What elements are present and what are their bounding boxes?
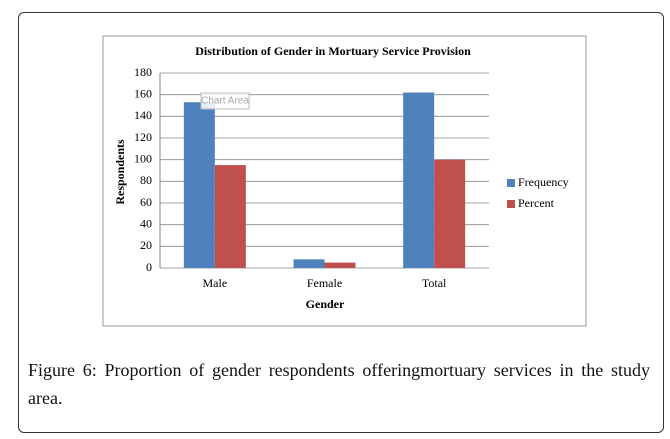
y-tick-label: 160	[134, 86, 152, 100]
x-axis-label: Gender	[306, 297, 345, 311]
y-tick-label: 40	[140, 216, 152, 230]
legend-label: Percent	[518, 196, 555, 210]
tooltip: Chart Area	[201, 96, 249, 107]
legend-swatch	[507, 179, 515, 187]
x-tick-label: Total	[422, 276, 447, 290]
legend-swatch	[507, 200, 515, 208]
y-tick-label: 0	[146, 260, 152, 274]
legend-label: Frequency	[518, 175, 569, 189]
bar	[434, 159, 466, 268]
chart-title: Distribution of Gender in Mortuary Servi…	[195, 44, 471, 58]
y-tick-label: 60	[140, 195, 152, 209]
x-tick-label: Female	[307, 276, 342, 290]
bar	[183, 102, 215, 268]
bar	[403, 92, 435, 268]
x-tick-label: Male	[203, 276, 228, 290]
y-tick-label: 20	[140, 238, 152, 252]
y-tick-label: 80	[140, 173, 152, 187]
y-tick-label: 180	[134, 65, 152, 79]
tooltip-box	[200, 92, 250, 110]
bar	[293, 259, 325, 268]
y-tick-label: 100	[134, 151, 152, 165]
y-tick-label: 120	[134, 130, 152, 144]
bar	[214, 165, 246, 268]
caption: Figure 6: Proportion of gender responden…	[28, 360, 650, 408]
y-tick-label: 140	[134, 108, 152, 122]
figure-frame	[18, 12, 664, 433]
y-axis-label: Respondents	[113, 139, 127, 205]
bar	[324, 262, 356, 268]
